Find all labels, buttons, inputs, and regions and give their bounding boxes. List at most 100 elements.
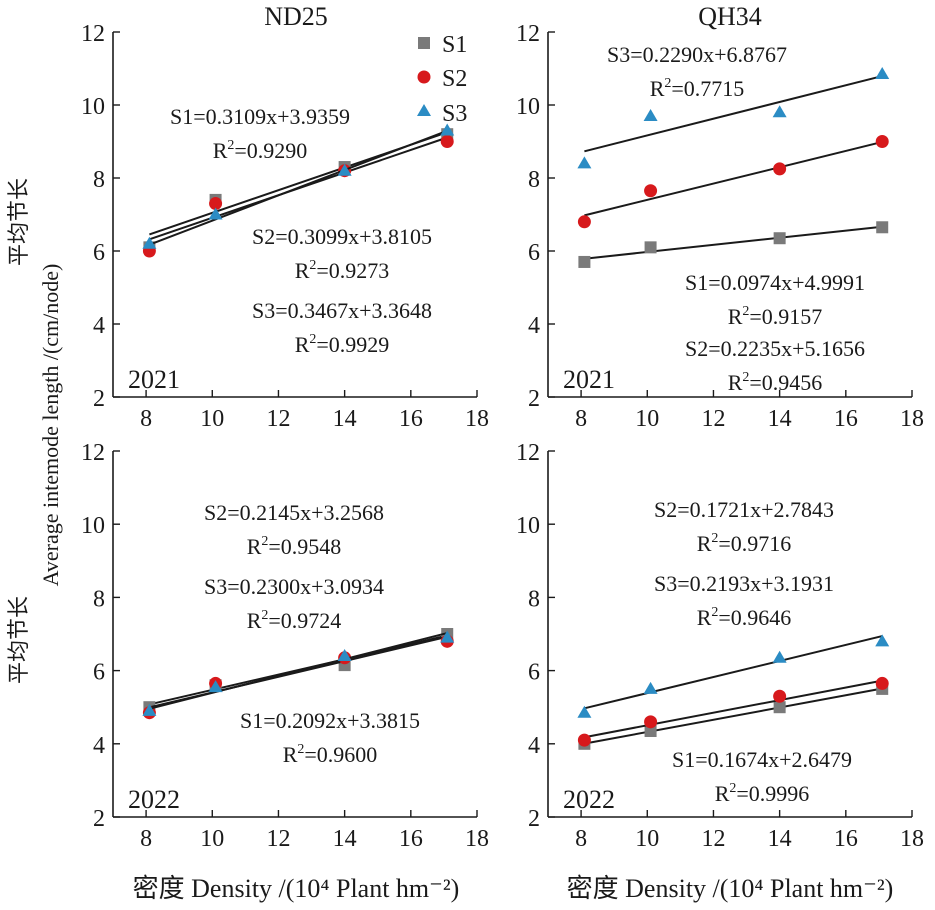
x-tick-label: 16 — [834, 826, 858, 852]
legend-label-s2: S2 — [442, 66, 467, 92]
point-s3 — [440, 630, 455, 643]
panel-title: ND25 — [264, 2, 328, 31]
panel-qh34-2021: 2 4 6 8 10 12 8 10 12 14 16 18 QH34 2021 S1=0.0974x+4.… — [516, 2, 924, 432]
point-s1 — [773, 232, 786, 245]
y-tick-label: 6 — [528, 240, 540, 266]
panel-year-label: 2022 — [128, 785, 180, 814]
point-s2 — [773, 689, 787, 703]
x-tick-label: 8 — [140, 406, 152, 432]
legend-label-s1: S1 — [442, 32, 467, 58]
x-tick-label: 8 — [575, 406, 587, 432]
y-tick-label: 12 — [81, 440, 105, 466]
x-tick-label: 12 — [701, 826, 725, 852]
fit-line-s3 — [584, 75, 883, 153]
panel-year-label: 2022 — [563, 785, 615, 814]
equation-s3: S3=0.2193x+3.1931 — [654, 571, 834, 596]
x-tick-label: 12 — [266, 406, 290, 432]
legend-marker-s2 — [417, 70, 431, 84]
x-tick-label: 18 — [900, 826, 924, 852]
y-tick-label: 10 — [516, 513, 540, 539]
panel-year-label: 2021 — [128, 365, 180, 394]
equation-s3: S3=0.2300x+3.0934 — [204, 574, 384, 599]
point-s2 — [577, 733, 591, 747]
point-s3 — [643, 108, 658, 121]
point-s3 — [772, 650, 787, 663]
fit-line-s3 — [149, 632, 448, 710]
fit-line-s3 — [584, 635, 883, 710]
point-s3 — [875, 66, 890, 79]
point-s2 — [209, 197, 223, 211]
x-tick-label: 16 — [399, 406, 423, 432]
point-s3 — [643, 681, 658, 694]
point-s3 — [577, 705, 592, 718]
r-squared-s2: R2=0.9716 — [697, 531, 792, 556]
x-tick-label: 12 — [701, 406, 725, 432]
r-squared-s3: R2=0.9724 — [247, 608, 342, 633]
y-tick-label: 2 — [528, 386, 540, 412]
x-tick-label: 10 — [200, 406, 224, 432]
y-tick-label: 6 — [93, 240, 105, 266]
x-tick-label: 14 — [333, 826, 357, 852]
x-tick-label: 14 — [768, 826, 792, 852]
panel-qh34-2022: 2 4 6 8 10 12 8 10 12 14 16 18 2022 S1=0.1674x+2.6479… — [516, 440, 924, 852]
x-tick-label: 14 — [768, 406, 792, 432]
x-tick-label: 16 — [834, 406, 858, 432]
ylabel-cn-top: 平均节长 — [6, 178, 31, 266]
r-squared-s3: R2=0.9646 — [697, 605, 792, 630]
r-squared-s2: R2=0.9456 — [728, 370, 823, 395]
point-s3 — [772, 105, 787, 118]
point-s2 — [773, 162, 787, 176]
fit-line-s1 — [584, 687, 883, 745]
r-squared-s3: R2=0.9929 — [295, 332, 390, 357]
point-s2 — [875, 135, 889, 148]
x-tick-label: 10 — [635, 826, 659, 852]
point-s3 — [337, 163, 352, 176]
point-s2 — [644, 184, 658, 198]
y-tick-label: 8 — [93, 586, 105, 612]
point-s2 — [875, 676, 889, 690]
x-tick-label: 18 — [465, 826, 489, 852]
fit-line-s2 — [584, 140, 883, 217]
point-s1 — [644, 241, 657, 254]
r-squared-s2: R2=0.9548 — [247, 534, 342, 559]
point-s3 — [337, 648, 352, 661]
y-tick-label: 4 — [93, 733, 105, 759]
y-tick-label: 6 — [528, 660, 540, 686]
r-squared-s1: R2=0.9290 — [213, 138, 308, 163]
y-tick-label: 12 — [81, 21, 105, 47]
point-s3 — [208, 680, 223, 693]
point-s3 — [208, 207, 223, 220]
fit-line-s1 — [584, 225, 883, 260]
equation-s2: S2=0.2235x+5.1656 — [685, 336, 865, 361]
y-tick-label: 12 — [516, 440, 540, 466]
point-s3 — [142, 236, 157, 249]
point-s2 — [440, 135, 454, 148]
y-tick-label: 10 — [81, 94, 105, 120]
r-squared-s2: R2=0.9273 — [295, 258, 390, 283]
panel-year-label: 2021 — [563, 365, 615, 394]
equation-s3: S3=0.2290x+6.8767 — [607, 42, 787, 67]
x-tick-label: 8 — [140, 826, 152, 852]
legend: S1 S2 S3 — [417, 32, 467, 127]
legend-marker-s1 — [418, 37, 430, 49]
x-tick-label: 18 — [900, 406, 924, 432]
y-tick-label: 4 — [528, 313, 540, 339]
y-tick-label: 8 — [93, 167, 105, 193]
equation-s1: S1=0.0974x+4.9991 — [685, 270, 865, 295]
point-s3 — [440, 123, 455, 136]
fit-line-s3 — [149, 129, 448, 246]
x-tick-label: 8 — [575, 826, 587, 852]
x-tick-label: 16 — [399, 826, 423, 852]
r-squared-s3: R2=0.7715 — [650, 76, 745, 101]
panel-nd25-2022: 2 4 6 8 10 12 8 10 12 14 16 18 2022 S1=0.2092x+3.3815… — [81, 440, 489, 852]
equation-s2: S2=0.1721x+2.7843 — [654, 497, 834, 522]
x-tick-label: 10 — [635, 406, 659, 432]
point-s3 — [875, 634, 890, 647]
y-tick-label: 2 — [93, 386, 105, 412]
r-squared-s1: R2=0.9996 — [715, 781, 810, 806]
y-tick-label: 10 — [516, 94, 540, 120]
point-s1 — [644, 724, 657, 737]
y-tick-label: 2 — [528, 806, 540, 832]
x-tick-label: 12 — [266, 826, 290, 852]
